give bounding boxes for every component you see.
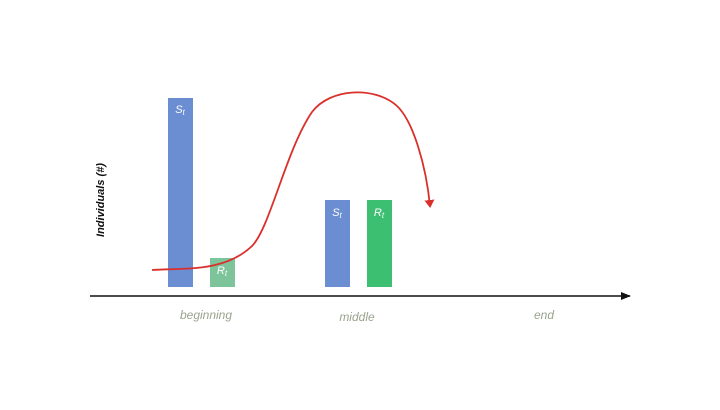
y-axis-label: Individuals (#): [95, 163, 107, 237]
stage-label-beginning: beginning: [180, 308, 232, 322]
stage-label-middle: middle: [339, 310, 375, 324]
bar-label: Rt: [374, 207, 385, 220]
bar-labels-group: St Rt St Rt: [175, 104, 385, 278]
stage-label-end: end: [534, 308, 554, 322]
bar-label-main: S: [332, 207, 340, 219]
bar-susceptible-middle: [325, 200, 350, 287]
bar-label-sub: t: [225, 269, 228, 278]
bar-label: Rt: [217, 265, 228, 278]
bar-label-main: R: [374, 207, 382, 219]
bar-label-sub: t: [340, 211, 343, 220]
bar-label-sub: t: [183, 108, 186, 117]
bar-label-main: S: [175, 104, 183, 116]
trend-curve-arrow: [151, 91, 435, 271]
bar-label-sub: t: [382, 211, 385, 220]
bar-susceptible-beginning: [168, 98, 193, 287]
bar-label-main: R: [217, 265, 225, 277]
bar-label: St: [175, 104, 185, 117]
bar-resistant-middle: [367, 200, 392, 287]
bar-label: St: [332, 207, 342, 220]
bars-group: [168, 98, 392, 287]
